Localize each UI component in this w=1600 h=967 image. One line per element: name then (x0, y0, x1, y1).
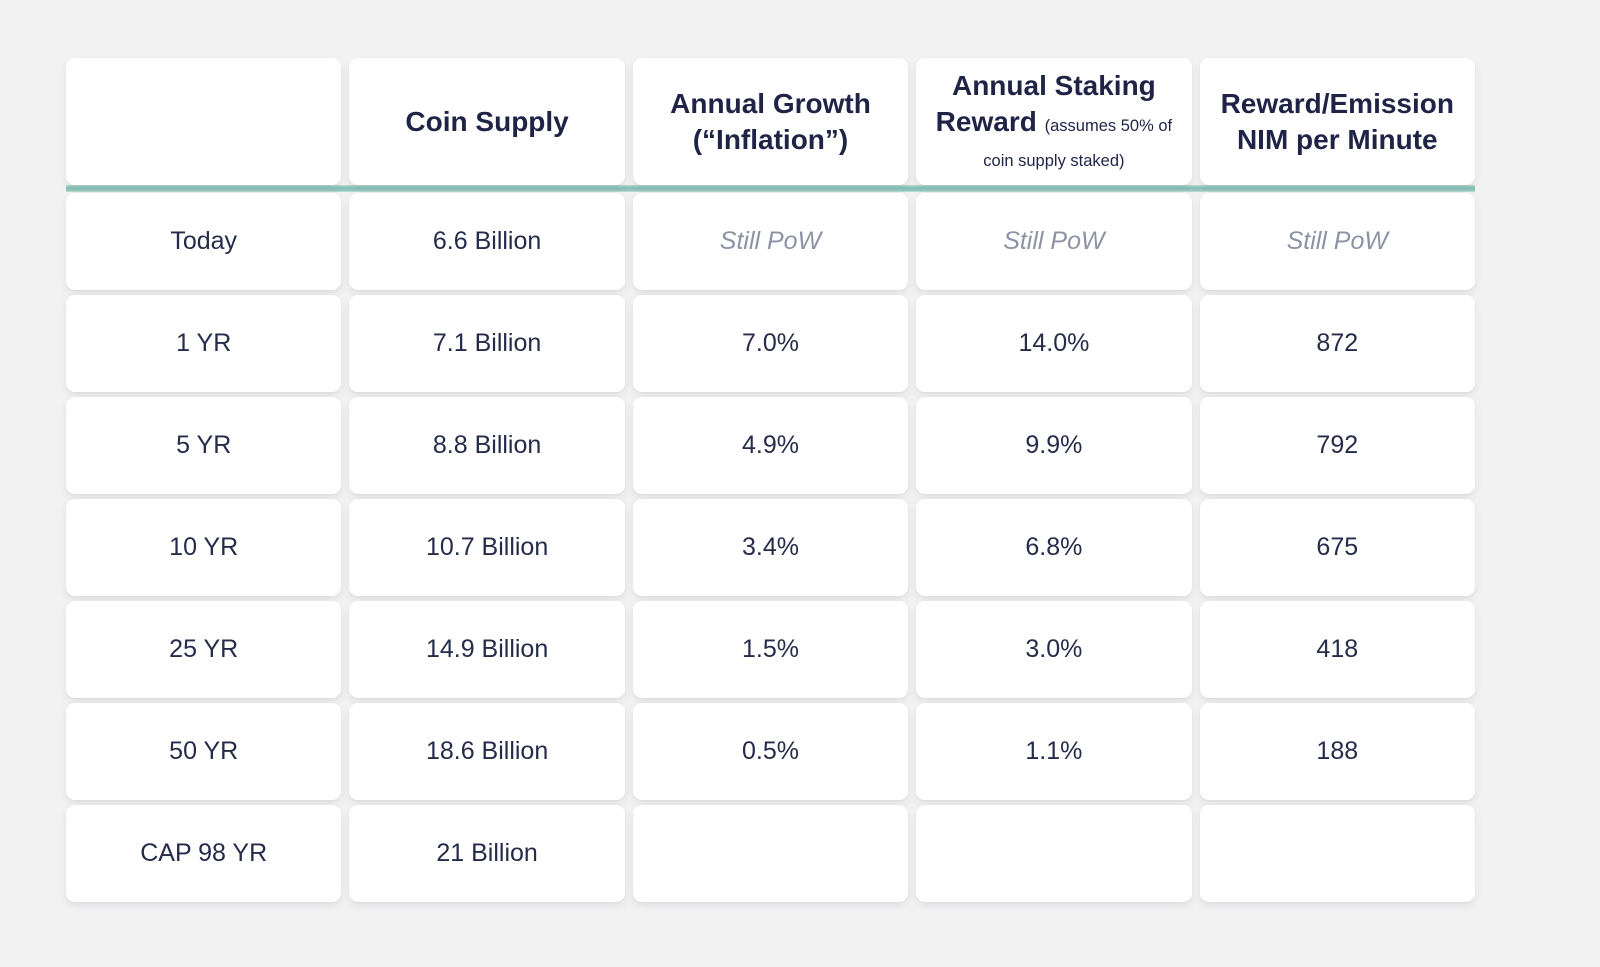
value-cell: 188 (1199, 703, 1475, 800)
header-label-staking-reward-note: (assumes 50% of coin supply staked) (983, 116, 1173, 171)
coin-supply-table: Coin Supply Annual Growth (“Inflation”) … (66, 58, 1475, 902)
header-label-reward-emission-line2: NIM per Minute (1236, 123, 1438, 155)
value-cell: Still PoW (632, 193, 909, 290)
value-cell: 8.8 Billion (349, 397, 625, 494)
header-cell-coin-supply: Coin Supply (349, 58, 625, 185)
header-cell-empty (66, 58, 342, 185)
value-cell: 9.9% (916, 397, 1192, 494)
value-cell: 1.5% (632, 601, 909, 698)
value-cell (632, 805, 909, 902)
row-label-cell: 5 YR (66, 397, 342, 494)
value-cell: 6.8% (916, 499, 1192, 596)
header-cell-annual-growth: Annual Growth (“Inflation”) (632, 58, 909, 185)
table-body: Today 6.6 Billion Still PoW Still PoW Still … (66, 193, 1475, 902)
header-label-annual-growth-line1: Annual Growth (670, 87, 871, 119)
value-cell: 1.1% (916, 703, 1192, 800)
value-cell: Still PoW (916, 193, 1192, 290)
value-cell (916, 805, 1192, 902)
value-cell: 7.0% (632, 295, 909, 392)
value-cell: 6.6 Billion (349, 193, 625, 290)
header-divider-line (66, 185, 1475, 192)
value-cell (1199, 805, 1475, 902)
value-cell: 418 (1199, 601, 1475, 698)
value-cell: 0.5% (632, 703, 909, 800)
value-cell: 14.0% (916, 295, 1192, 392)
row-label-cell: 25 YR (66, 601, 342, 698)
value-cell: 14.9 Billion (349, 601, 625, 698)
value-cell: 4.9% (632, 397, 909, 494)
value-cell: 18.6 Billion (349, 703, 625, 800)
value-cell: 21 Billion (349, 805, 625, 902)
value-cell: 3.4% (632, 499, 909, 596)
header-cell-reward-emission: Reward/Emission NIM per Minute (1199, 58, 1475, 185)
header-label-staking-reward-main: Annual Staking Reward (935, 69, 1156, 137)
value-cell: 7.1 Billion (349, 295, 625, 392)
value-cell: 10.7 Billion (349, 499, 625, 596)
header-cell-staking-reward: Annual Staking Reward (assumes 50% of co… (916, 58, 1192, 185)
row-label-cell: CAP 98 YR (66, 805, 342, 902)
row-label-cell: Today (66, 193, 342, 290)
value-cell: 3.0% (916, 601, 1192, 698)
row-label-cell: 1 YR (66, 295, 342, 392)
value-cell: 872 (1199, 295, 1475, 392)
table-header-row: Coin Supply Annual Growth (“Inflation”) … (66, 58, 1475, 185)
header-label-reward-emission-line1: Reward/Emission (1220, 87, 1454, 119)
row-label-cell: 50 YR (66, 703, 342, 800)
row-label-cell: 10 YR (66, 499, 342, 596)
header-label-annual-growth-line2: (“Inflation”) (692, 123, 849, 155)
header-label-coin-supply: Coin Supply (405, 105, 569, 137)
value-cell: 675 (1199, 499, 1475, 596)
header-label-staking-reward: Annual Staking Reward (assumes 50% of co… (932, 68, 1175, 175)
value-cell: 792 (1199, 397, 1475, 494)
value-cell: Still PoW (1199, 193, 1475, 290)
